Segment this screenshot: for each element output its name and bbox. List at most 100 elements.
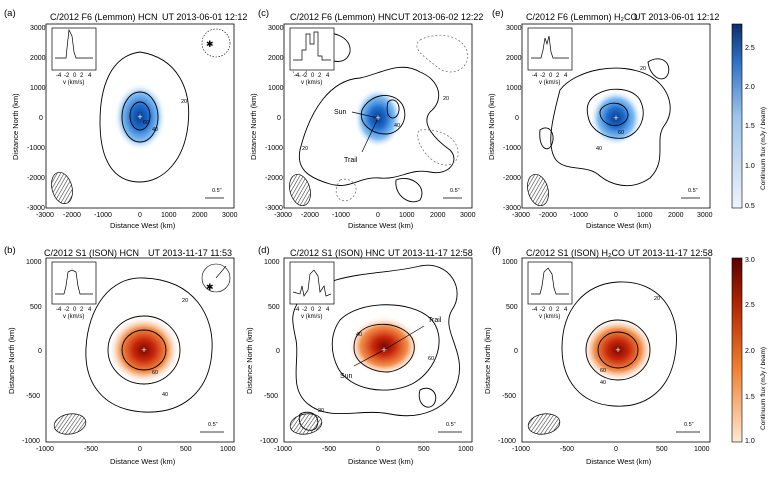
y-tick: 1000 xyxy=(268,85,284,92)
contour-line xyxy=(353,323,415,373)
contour-line xyxy=(386,99,400,119)
y-tick: 1000 xyxy=(30,85,46,92)
inset-tick: -4 xyxy=(294,73,300,79)
panel-title: C/2012 F6 (Lemmon) HCN xyxy=(50,12,158,22)
y-tick: 2000 xyxy=(506,55,522,62)
x-axis-label: Distance West (km) xyxy=(586,221,652,230)
contour-line xyxy=(331,304,440,391)
inset-tick: 0 xyxy=(73,73,77,79)
inset-xlabel: v (km/s) xyxy=(63,80,84,86)
contour-line xyxy=(586,88,644,139)
contour-label: 60 xyxy=(152,370,158,376)
beam-ellipse xyxy=(289,173,311,207)
trail-label: Trail xyxy=(344,157,358,164)
inset-tick: -2 xyxy=(64,307,70,313)
colorbar-tick: 2.0 xyxy=(745,84,755,91)
contour-label: 60 xyxy=(618,130,624,136)
y-tick: 1000 xyxy=(502,259,518,266)
x-tick: 500 xyxy=(180,446,192,453)
inset-tick: 0 xyxy=(311,73,315,79)
x-tick: -1000 xyxy=(570,212,588,219)
x-tick: 0 xyxy=(614,446,618,453)
contour-label: 20 xyxy=(443,96,449,102)
contour-line xyxy=(121,91,159,143)
inset-tick: 2 xyxy=(80,73,84,79)
spectrum-line xyxy=(531,35,569,59)
spectrum-inset xyxy=(289,261,335,305)
spectrum-line xyxy=(55,269,93,295)
spectrum-inset xyxy=(527,261,573,305)
colorbar-tick: 2.5 xyxy=(745,302,755,309)
inset-tick: -4 xyxy=(56,73,62,79)
x-tick: -1000 xyxy=(274,446,292,453)
y-tick: 0 xyxy=(39,115,43,122)
sun-direction-line xyxy=(351,111,379,119)
contour-label: 40 xyxy=(394,123,400,129)
colorbar-tick: 3.0 xyxy=(745,257,755,264)
x-tick: 2000 xyxy=(192,212,208,219)
y-tick: -1000 xyxy=(265,145,283,152)
x-tick: 1000 xyxy=(161,212,177,219)
y-tick: 3000 xyxy=(268,25,284,32)
negative-contour xyxy=(417,129,459,166)
panel-f: (f) C/2012 S1 (ISON) H₂CO UT 2013-11-17 … xyxy=(483,245,713,466)
contour-line xyxy=(360,95,406,135)
y-tick: -1000 xyxy=(260,438,278,445)
x-tick: 1000 xyxy=(458,446,474,453)
y-tick: 0 xyxy=(277,115,281,122)
y-axis-label: Distance North (km) xyxy=(249,93,258,160)
inset-tick: 4 xyxy=(326,307,330,313)
y-tick: -2000 xyxy=(503,175,521,182)
panel-label: (f) xyxy=(492,245,501,256)
colorbar-top: 2.5 2.0 1.5 1.0 0.5 Continuum flux (mJy … xyxy=(731,23,767,210)
contour-label: 40 xyxy=(596,146,602,152)
y-tick: 500 xyxy=(268,304,280,311)
panel-c: (c) C/2012 F6 (Lemmon) HNC UT 2013-06-02… xyxy=(249,8,483,230)
contour-line xyxy=(539,127,554,150)
x-tick: 1000 xyxy=(637,212,653,219)
spectrum-inset xyxy=(289,27,335,71)
y-axis-label: Distance North (km) xyxy=(245,327,254,394)
x-tick: 0 xyxy=(138,446,142,453)
y-tick: 500 xyxy=(506,304,518,311)
inset-tick: -4 xyxy=(56,307,62,313)
x-tick: 2000 xyxy=(668,212,684,219)
contour-line xyxy=(121,329,167,371)
trail-direction-line xyxy=(361,117,379,153)
inset-tick: 4 xyxy=(88,307,92,313)
y-tick: -1000 xyxy=(498,438,516,445)
panel-title: C/2012 S1 (ISON) HNC xyxy=(290,248,386,258)
y-tick: 0 xyxy=(38,348,42,355)
contour-label: 40 xyxy=(600,380,606,386)
colorbar-label: Continuum flux (mJy / beam) xyxy=(760,347,767,430)
y-tick: 0 xyxy=(514,348,518,355)
scale-label: 0.5" xyxy=(446,422,456,428)
x-tick: -3000 xyxy=(512,212,530,219)
y-axis-label: Distance North (km) xyxy=(483,327,492,394)
y-tick: -3000 xyxy=(265,205,283,212)
panel-time: UT 2013-06-02 12:22 xyxy=(398,12,483,22)
x-tick: -500 xyxy=(560,446,574,453)
colorbar-tick: 1.0 xyxy=(745,438,755,445)
y-tick: -3000 xyxy=(503,205,521,212)
negative-contour xyxy=(335,178,357,202)
x-tick: -1000 xyxy=(36,446,54,453)
inset-tick: 0 xyxy=(549,307,553,313)
x-tick: 0 xyxy=(376,212,380,219)
nucleus-marker-icon: + xyxy=(375,113,380,123)
y-tick: 1000 xyxy=(26,259,42,266)
colorbar-tick: 1.0 xyxy=(745,163,755,170)
nucleus-marker-icon: + xyxy=(381,345,386,355)
beam-ellipse xyxy=(53,413,87,435)
y-axis-label: Distance North (km) xyxy=(7,327,16,394)
y-tick: 0 xyxy=(276,348,280,355)
y-tick: -1000 xyxy=(503,145,521,152)
panel-e: (e) C/2012 F6 (Lemmon) H₂CO UT 2013-06-0… xyxy=(487,8,719,230)
panel-time: UT 2013-11-17 12:58 xyxy=(628,248,713,258)
contour-label: 40 xyxy=(162,392,168,398)
contour-line xyxy=(418,387,437,408)
inset-tick: 0 xyxy=(311,307,315,313)
sun-label: Sun xyxy=(334,109,347,116)
x-tick: 500 xyxy=(418,446,430,453)
inset-xlabel: v (km/s) xyxy=(539,80,560,86)
